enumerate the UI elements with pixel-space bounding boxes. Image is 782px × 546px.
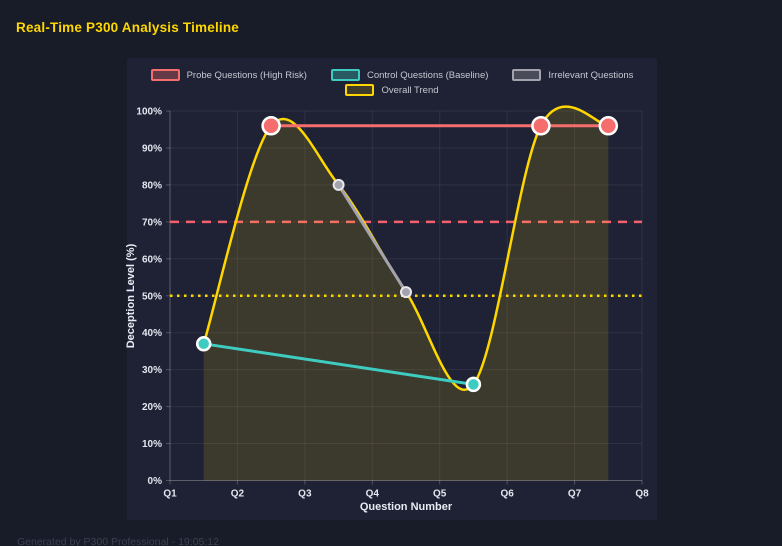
page-title: Real-Time P300 Analysis Timeline: [16, 20, 240, 35]
chart-legend: Probe Questions (High Risk) Control Quest…: [127, 69, 657, 96]
legend-swatch-overall-trend: [345, 84, 375, 96]
legend-row: Overall Trend: [345, 84, 439, 96]
data-point-probe-questions-high-risk-2[interactable]: [598, 116, 619, 136]
legend-item-irrelevant-questions[interactable]: Irrelevant Questions: [512, 69, 633, 81]
data-point-probe-questions-high-risk-0[interactable]: [261, 116, 281, 136]
legend-item-probe-questions-high-risk[interactable]: Probe Questions (High Risk): [150, 69, 307, 81]
legend-swatch-control-questions-baseline: [330, 69, 360, 81]
x-axis-title: Question Number: [359, 501, 453, 513]
data-point-control-questions-baseline-1[interactable]: [465, 376, 482, 393]
legend-label: Control Questions (Baseline): [366, 69, 489, 81]
data-point-probe-questions-high-risk-1[interactable]: [531, 116, 551, 136]
legend-label: Probe Questions (High Risk): [186, 69, 307, 81]
y-axis-title: Deception Level (%): [125, 243, 137, 349]
legend-swatch-probe-questions-high-risk: [150, 69, 180, 81]
data-point-control-questions-baseline-0[interactable]: [195, 336, 212, 352]
legend-row: Probe Questions (High Risk) Control Quest…: [150, 69, 633, 81]
data-point-irrelevant-questions-1[interactable]: [400, 286, 412, 299]
legend-swatch-irrelevant-questions: [512, 69, 542, 81]
data-point-irrelevant-questions-0[interactable]: [332, 178, 345, 191]
legend-item-overall-trend[interactable]: Overall Trend: [345, 84, 439, 96]
chart-panel: [127, 58, 657, 520]
legend-label: Irrelevant Questions: [548, 69, 634, 81]
footer-note: Generated by P300 Professional - 19:05:1…: [17, 536, 219, 546]
legend-label: Overall Trend: [381, 84, 439, 96]
legend-item-control-questions-baseline[interactable]: Control Questions (Baseline): [330, 69, 489, 81]
